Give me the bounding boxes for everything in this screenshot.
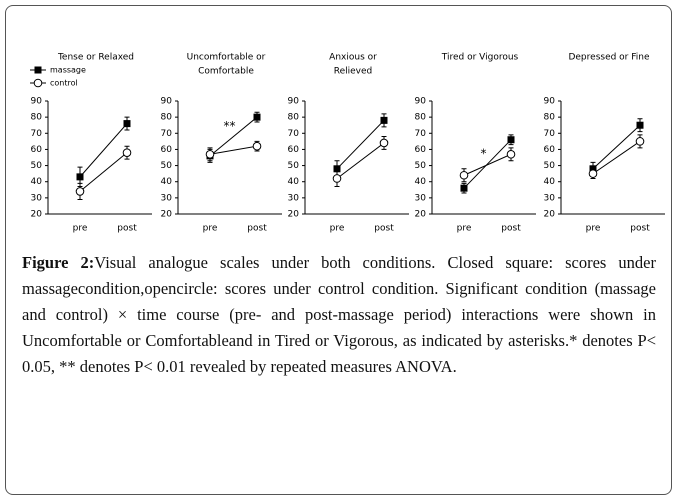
x-tick-label: pre [73,224,88,234]
y-tick-label: 70 [288,129,300,139]
annotation: ** [224,119,236,133]
y-tick-label: 20 [31,210,43,220]
chart-title: Anxious or [329,53,377,63]
chart-title: Depressed or Fine [568,53,650,63]
chart-title: Tense or Relaxed [57,53,134,63]
line [79,123,128,178]
y-tick-label: 90 [161,97,173,107]
legend-label: control [50,79,78,88]
y-tick-label: 30 [415,193,427,203]
marker [460,184,468,192]
y-tick-label: 80 [288,113,300,123]
marker [635,137,645,146]
x-tick-label: pre [330,224,345,234]
annotation: * [481,146,487,160]
legend-marker [33,78,43,88]
y-tick-label: 30 [288,193,300,203]
y-tick-label: 60 [288,145,300,155]
marker [253,113,261,121]
marker [588,169,598,178]
y-tick-label: 70 [415,129,427,139]
chart-title: Comfortable [198,67,254,77]
y-tick-label: 60 [415,145,427,155]
y-tick-label: 80 [544,113,556,123]
marker [379,138,389,148]
marker [252,141,262,151]
y-tick-label: 60 [31,145,43,155]
y-tick-label: 30 [31,193,43,203]
x-tick-label: post [117,224,137,234]
line [336,120,385,170]
line [336,142,385,179]
y-tick-label: 50 [288,161,300,171]
line [79,152,128,192]
x-tick-label: post [374,224,394,234]
chart-title: Tired or Vigorous [441,53,519,63]
y-tick-label: 80 [161,113,173,123]
chart-title: Relieved [334,67,373,77]
y-tick-label: 50 [544,161,556,171]
y-tick-label: 40 [544,177,556,187]
legend-marker [34,66,42,74]
y-tick-label: 20 [288,210,300,220]
y-tick-label: 50 [161,161,173,171]
y-tick-label: 40 [415,177,427,187]
x-tick-label: pre [457,224,472,234]
y-tick-label: 90 [415,97,427,107]
y-tick-label: 90 [544,97,556,107]
y-tick-label: 20 [544,210,556,220]
caption-text: Visual analogue scales under both condit… [22,253,656,376]
marker [332,174,342,183]
line [209,145,258,155]
line [463,153,512,176]
marker [205,149,215,159]
x-tick-label: post [247,224,267,234]
figure-frame [5,5,672,495]
y-tick-label: 80 [415,113,427,123]
y-tick-label: 30 [544,193,556,203]
x-tick-label: post [501,224,521,234]
y-tick-label: 80 [31,113,43,123]
y-tick-label: 90 [31,97,43,107]
caption-label: Figure 2: [22,253,95,272]
y-tick-label: 60 [544,145,556,155]
marker [75,187,85,196]
marker [123,120,131,128]
chart-title: Uncomfortable or [187,53,266,63]
y-tick-label: 40 [161,177,173,187]
x-tick-label: pre [203,224,218,234]
caption: Figure 2:Visual analogue scales under bo… [22,250,656,380]
y-tick-label: 70 [544,129,556,139]
line [592,124,641,170]
charts: Tense or Relaxed 20 30 40 50 60 70 80 90 pre post m… [30,53,665,234]
marker [636,121,644,129]
marker [507,136,515,144]
y-tick-label: 60 [161,145,173,155]
marker [76,173,84,181]
y-tick-label: 20 [415,210,427,220]
x-tick-label: pre [586,224,601,234]
line [209,116,258,157]
y-tick-label: 40 [288,177,300,187]
marker [459,170,469,180]
y-tick-label: 70 [31,129,43,139]
line [463,139,512,189]
legend-label: massage [50,66,86,75]
y-tick-label: 20 [161,210,173,220]
marker [333,165,341,173]
marker [122,148,132,157]
y-tick-label: 70 [161,129,173,139]
y-tick-label: 30 [161,193,173,203]
marker [506,149,516,159]
line [592,140,641,175]
y-tick-label: 50 [415,161,427,171]
y-tick-label: 50 [31,161,43,171]
y-tick-label: 90 [288,97,300,107]
x-tick-label: post [630,224,650,234]
marker [380,116,388,124]
y-tick-label: 40 [31,177,43,187]
